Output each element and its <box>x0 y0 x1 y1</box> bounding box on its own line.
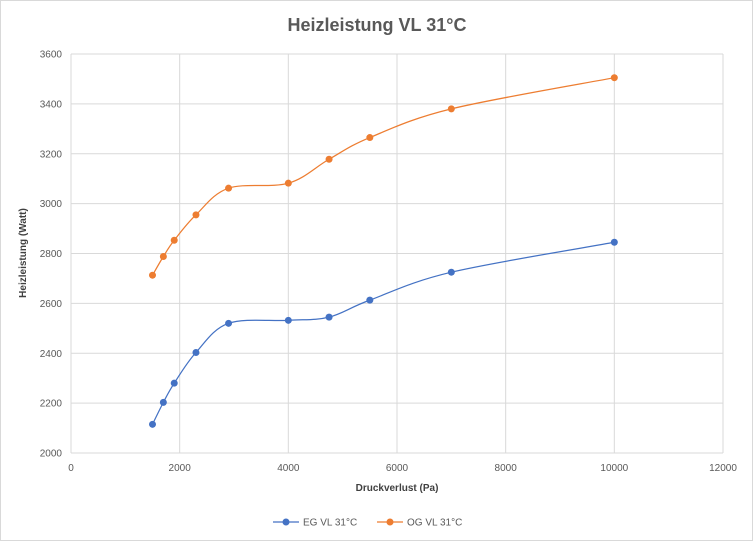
y-tick-label: 3400 <box>40 99 63 110</box>
series-2 <box>149 74 618 279</box>
data-point <box>284 316 292 324</box>
data-point <box>325 155 333 163</box>
y-tick-label: 2000 <box>40 449 63 460</box>
series-line <box>151 77 615 276</box>
x-tick-label: 0 <box>68 463 74 474</box>
legend-marker <box>282 518 290 526</box>
y-axis-title: Heizleistung (Watt) <box>18 208 29 298</box>
y-tick-label: 3200 <box>40 149 63 160</box>
data-point <box>447 268 455 276</box>
data-point <box>192 211 200 219</box>
data-point <box>170 236 178 244</box>
y-tick-label: 2800 <box>40 249 63 260</box>
legend-label: EG VL 31°C <box>303 518 357 529</box>
chart-title: Heizleistung VL 31°C <box>288 15 467 35</box>
legend: EG VL 31°C OG VL 31°C <box>273 518 462 529</box>
y-axis-tick-labels: 2000 2200 2400 2600 2800 3000 3200 3400 3600 <box>40 50 63 460</box>
data-point <box>170 379 178 387</box>
y-tick-label: 3000 <box>40 199 63 210</box>
data-point <box>284 179 292 187</box>
series-1 <box>149 238 618 428</box>
y-tick-label: 2400 <box>40 349 63 360</box>
data-point <box>366 134 374 142</box>
data-point <box>366 296 374 304</box>
legend-item: EG VL 31°C <box>273 518 357 529</box>
data-point <box>192 349 200 357</box>
x-tick-label: 6000 <box>386 463 409 474</box>
x-tick-label: 12000 <box>709 463 737 474</box>
x-tick-label: 4000 <box>277 463 300 474</box>
series-line <box>151 241 615 425</box>
data-point <box>225 184 233 192</box>
data-point <box>447 105 455 113</box>
data-point <box>610 74 618 82</box>
data-point <box>149 420 156 428</box>
data-point <box>325 313 333 321</box>
legend-label: OG VL 31°C <box>407 518 462 529</box>
x-tick-label: 8000 <box>495 463 518 474</box>
y-tick-label: 2200 <box>40 399 63 410</box>
x-tick-label: 10000 <box>600 463 628 474</box>
plot-series <box>149 74 618 428</box>
x-axis-title: Druckverlust (Pa) <box>356 483 439 494</box>
legend-marker <box>386 518 394 526</box>
gridlines <box>70 53 724 454</box>
data-point <box>610 238 618 246</box>
legend-item: OG VL 31°C <box>377 518 462 529</box>
x-axis-tick-labels: 0 2000 4000 6000 8000 10000 12000 <box>68 463 737 474</box>
y-tick-label: 3600 <box>40 50 63 61</box>
x-tick-label: 2000 <box>169 463 192 474</box>
data-point <box>149 271 156 279</box>
data-point <box>225 319 233 327</box>
y-tick-label: 2600 <box>40 299 63 310</box>
data-point <box>159 398 167 406</box>
data-point <box>159 252 167 260</box>
